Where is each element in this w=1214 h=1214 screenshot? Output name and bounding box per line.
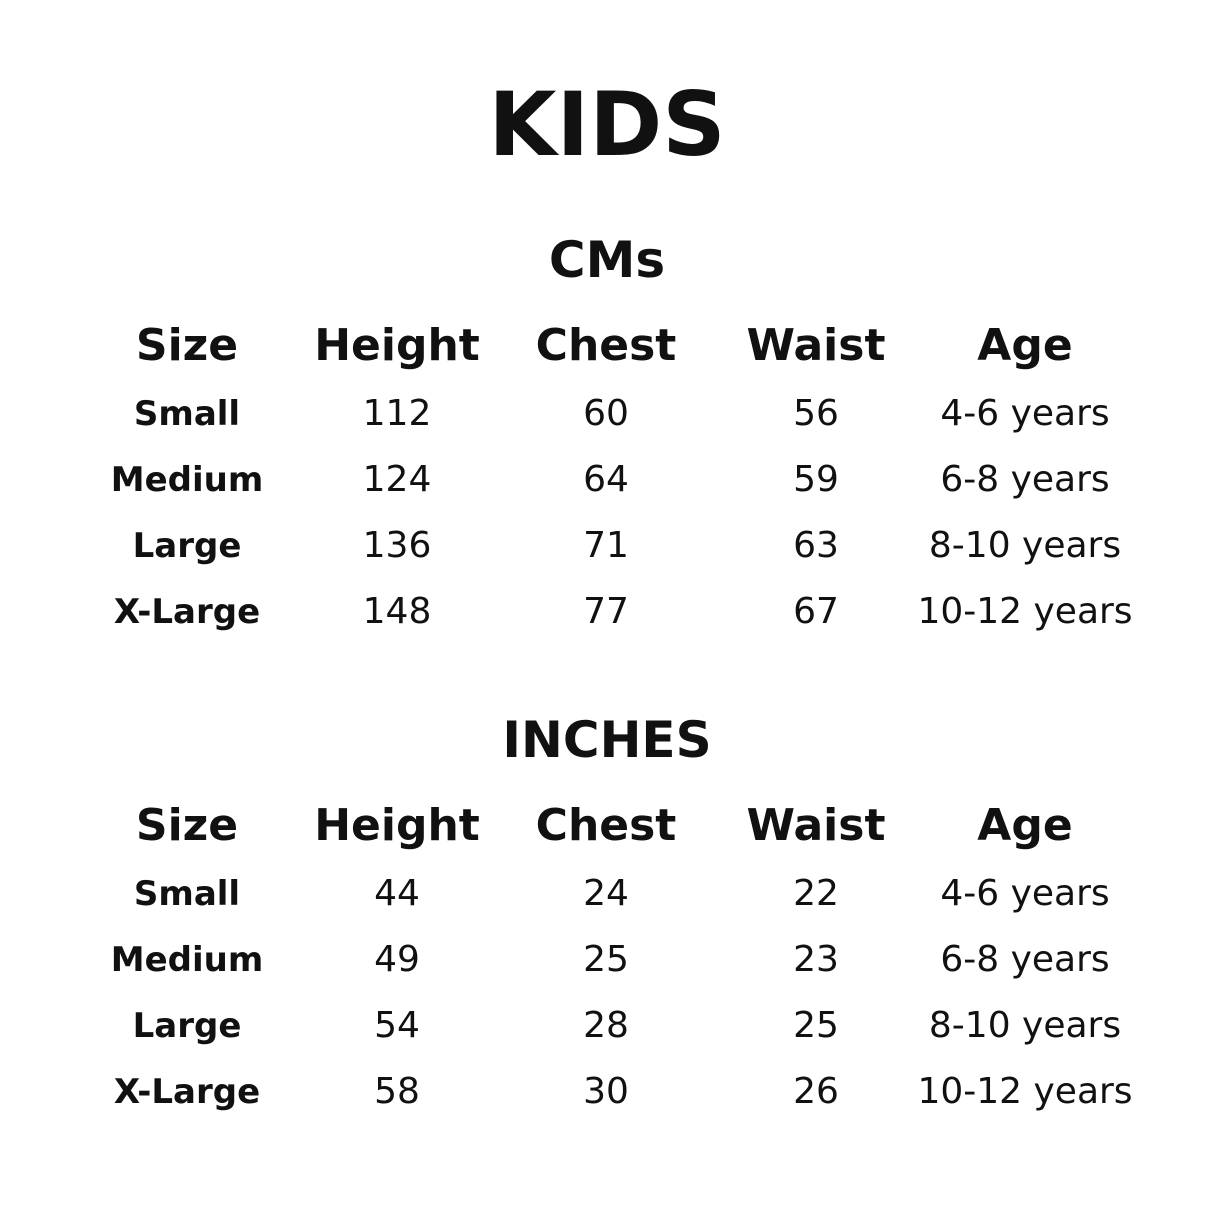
table-cell: 54 [374, 1005, 420, 1046]
table-cell: 22 [793, 873, 839, 914]
row-label: X-Large [113, 1072, 261, 1112]
column-header: Age [977, 320, 1073, 371]
table-cell: 10-12 years [917, 1071, 1133, 1112]
section-title: INCHES [502, 711, 712, 769]
page-title: KIDS [488, 73, 726, 176]
table-cell: 63 [793, 525, 839, 566]
row-label: Small [133, 874, 241, 914]
table-cell: 49 [374, 939, 420, 980]
table-cell: 10-12 years [917, 591, 1133, 632]
table-cell: 4-6 years [940, 873, 1110, 914]
table-cell: 59 [793, 459, 839, 500]
row-label: Large [132, 1006, 242, 1046]
table-cell: 64 [583, 459, 629, 500]
table-cell: 136 [362, 525, 432, 566]
table-cell: 25 [793, 1005, 839, 1046]
table-cell: 77 [583, 591, 629, 632]
table-cell: 148 [362, 591, 432, 632]
table-cell: 26 [793, 1071, 839, 1112]
table-cell: 67 [793, 591, 839, 632]
table-cell: 6-8 years [940, 459, 1110, 500]
table-cell: 124 [362, 459, 432, 500]
table-cell: 8-10 years [928, 1005, 1122, 1046]
table-cell: 71 [583, 525, 629, 566]
table-cell: 44 [374, 873, 420, 914]
column-header: Waist [746, 800, 886, 851]
column-header: Height [314, 800, 480, 851]
table-cell: 28 [583, 1005, 629, 1046]
table-cell: 6-8 years [940, 939, 1110, 980]
column-header: Age [977, 800, 1073, 851]
row-label: Medium [110, 940, 264, 980]
column-header: Height [314, 320, 480, 371]
table-cell: 30 [583, 1071, 629, 1112]
table-cell: 4-6 years [940, 393, 1110, 434]
section-title: CMs [548, 231, 666, 289]
row-label: Small [133, 394, 241, 434]
column-header: Chest [535, 800, 677, 851]
column-header: Size [135, 800, 239, 851]
table-cell: 112 [362, 393, 432, 434]
table-cell: 58 [374, 1071, 420, 1112]
column-header: Chest [535, 320, 677, 371]
table-cell: 23 [793, 939, 839, 980]
table-cell: 8-10 years [928, 525, 1122, 566]
table-cell: 24 [583, 873, 629, 914]
column-header: Size [135, 320, 239, 371]
row-label: X-Large [113, 592, 261, 632]
row-label: Large [132, 526, 242, 566]
column-header: Waist [746, 320, 886, 371]
table-cell: 25 [583, 939, 629, 980]
table-cell: 60 [583, 393, 629, 434]
table-cell: 56 [793, 393, 839, 434]
row-label: Medium [110, 460, 264, 500]
